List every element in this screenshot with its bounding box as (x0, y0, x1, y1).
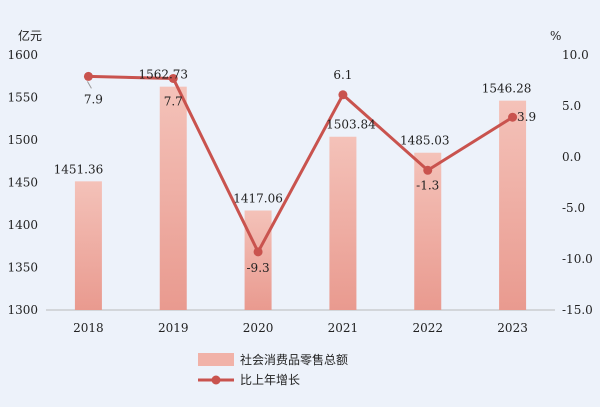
growth-point-2022 (423, 165, 433, 175)
right-tick-label: 5.0 (562, 99, 581, 113)
left-tick-label: 1400 (7, 218, 38, 232)
x-tick-label: 2019 (158, 321, 189, 335)
legend-line-label: 比上年增长 (240, 373, 300, 387)
growth-point-2021 (338, 90, 348, 100)
left-tick-label: 1300 (7, 303, 38, 317)
x-tick-label: 2020 (243, 321, 274, 335)
x-tick-label: 2022 (412, 321, 443, 335)
growth-point-2020 (253, 247, 263, 257)
left-axis-unit: 亿元 (18, 28, 42, 43)
bar-value-label: 1546.28 (482, 82, 532, 96)
bar-value-label: 1485.03 (400, 134, 450, 148)
bar-series (74, 86, 527, 310)
left-tick-label: 1550 (7, 91, 38, 105)
bar-value-label: 1503.84 (326, 118, 376, 132)
bar-2019 (159, 86, 187, 310)
right-tick-label: -15.0 (562, 303, 593, 317)
bar-2023 (499, 100, 527, 310)
line-series (83, 71, 518, 257)
legend-bar-swatch (198, 353, 234, 366)
growth-line (88, 74, 514, 254)
x-tick-label: 2021 (328, 321, 359, 335)
growth-value-label: 7.7 (164, 94, 183, 108)
growth-value-label: 7.9 (84, 92, 103, 106)
growth-point-2018 (83, 71, 93, 81)
growth-point-2023 (508, 112, 518, 122)
growth-value-label: 6.1 (333, 68, 352, 82)
bar-2021 (329, 136, 357, 310)
growth-value-label: -1.3 (416, 178, 439, 192)
right-tick-label: 10.0 (562, 48, 589, 62)
right-tick-label: 0.0 (562, 150, 581, 164)
data-labels: 1451.36 1562.73 1417.06 1503.84 1485.03 1546.… (54, 68, 537, 275)
bar-value-label: 1562.73 (138, 68, 188, 82)
bar-value-label: 1451.36 (54, 162, 104, 176)
left-tick-label: 1500 (7, 133, 38, 147)
growth-point-2019 (168, 73, 178, 83)
legend-bar-label: 社会消费品零售总额 (240, 352, 348, 367)
axes: 1300 1350 1400 1450 1500 1550 1600 -15.0 -10.0 -5… (7, 48, 592, 335)
bar-value-label: 1417.06 (233, 191, 283, 205)
left-tick-label: 1600 (7, 48, 38, 62)
left-tick-label: 1450 (7, 176, 38, 190)
bar-2018 (74, 181, 102, 310)
left-tick-label: 1350 (7, 261, 38, 275)
right-tick-label: -10.0 (562, 252, 593, 266)
x-tick-label: 2018 (73, 321, 104, 335)
right-tick-label: -5.0 (562, 201, 585, 215)
bar-2022 (414, 152, 442, 310)
right-axis-unit: % (550, 29, 561, 43)
legend-line-marker (211, 375, 221, 385)
growth-value-label: -9.3 (247, 261, 270, 275)
growth-value-label: 3.9 (517, 110, 536, 124)
x-tick-label: 2023 (497, 321, 528, 335)
label-leader (86, 81, 92, 89)
bar-2020 (244, 210, 272, 310)
